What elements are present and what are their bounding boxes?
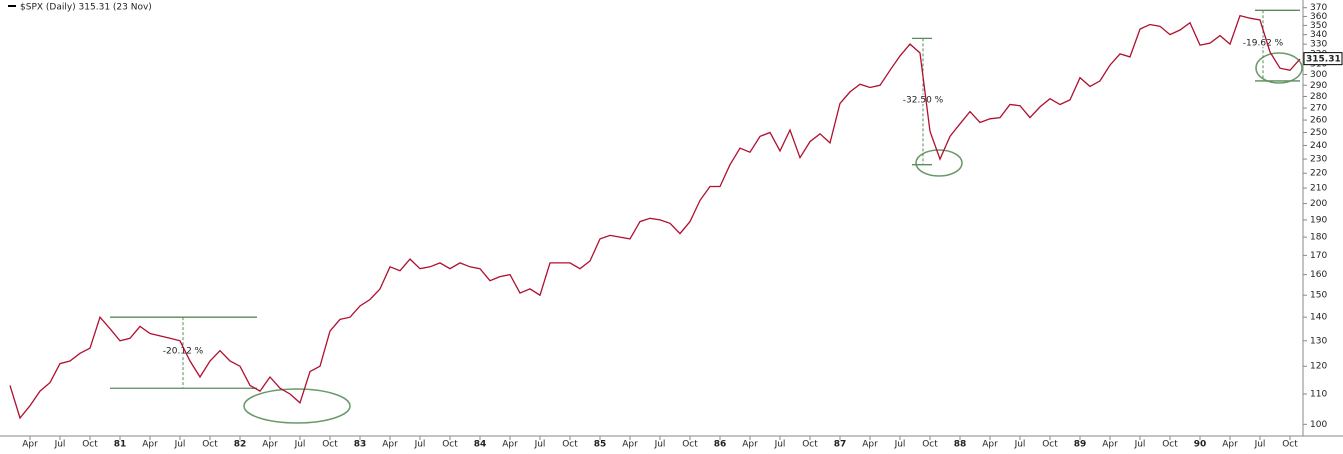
x-tick-label: Jul: [54, 440, 66, 450]
x-tick-label: Jul: [1014, 440, 1026, 450]
x-tick-label: Oct: [82, 440, 98, 450]
x-tick-label: Apr: [982, 440, 998, 450]
x-tick-label: Apr: [142, 440, 158, 450]
x-tick-label: Jul: [174, 440, 186, 450]
x-tick-label: Apr: [262, 440, 278, 450]
x-tick-label: 81: [114, 440, 127, 450]
x-tick-label: 88: [954, 440, 967, 450]
x-tick-label: Apr: [382, 440, 398, 450]
x-tick-label: 89: [1074, 440, 1087, 450]
y-tick-label: 230: [1310, 155, 1327, 165]
y-tick-label: 290: [1310, 81, 1327, 91]
x-tick-label: Apr: [502, 440, 518, 450]
last-value-label: 315.31: [1306, 55, 1341, 65]
x-tick-label: Oct: [562, 440, 578, 450]
x-tick-label: Oct: [322, 440, 338, 450]
x-tick-label: Oct: [1042, 440, 1058, 450]
x-tick-label: Oct: [202, 440, 218, 450]
annotation: -19.62 %: [1243, 39, 1284, 49]
y-tick-label: 270: [1310, 104, 1327, 114]
y-tick-label: 250: [1310, 128, 1327, 138]
y-tick-label: 130: [1310, 336, 1327, 346]
x-tick-label: Apr: [22, 440, 38, 450]
y-tick-label: 340: [1310, 30, 1327, 40]
x-tick-label: Oct: [442, 440, 458, 450]
annotation: -20.12 %: [163, 347, 204, 357]
y-tick-label: 240: [1310, 141, 1327, 151]
y-tick-label: 180: [1310, 233, 1327, 243]
y-tick-label: 360: [1310, 12, 1327, 22]
x-tick-label: Jul: [534, 440, 546, 450]
x-tick-label: 86: [714, 440, 727, 450]
y-tick-label: 170: [1310, 251, 1327, 261]
x-tick-label: Jul: [774, 440, 786, 450]
x-tick-label: Apr: [742, 440, 758, 450]
x-tick-label: Apr: [862, 440, 878, 450]
x-tick-label: Jul: [414, 440, 426, 450]
x-tick-label: 84: [474, 440, 487, 450]
highlight-ellipse: [243, 388, 351, 424]
y-tick-label: 210: [1310, 184, 1327, 194]
price-line: [9, 14, 1301, 420]
y-tick-label: 350: [1310, 21, 1327, 31]
x-tick-label: Jul: [654, 440, 666, 450]
x-tick-label: Oct: [1162, 440, 1178, 450]
chart-title: $SPX (Daily) 315.31 (23 Nov): [20, 3, 152, 13]
x-tick-label: Oct: [1282, 440, 1298, 450]
y-tick-label: 370: [1310, 3, 1327, 13]
x-tick-label: 87: [834, 440, 847, 450]
y-tick-label: 330: [1310, 40, 1327, 50]
y-tick-label: 150: [1310, 291, 1327, 301]
y-tick-label: 300: [1310, 70, 1327, 80]
y-tick-label: 190: [1310, 215, 1327, 225]
highlight-ellipse: [1255, 52, 1303, 84]
last-value-box: [1303, 52, 1343, 66]
x-tick-label: Jul: [1134, 440, 1146, 450]
annotation: -32.50 %: [903, 96, 944, 106]
highlight-ellipse: [915, 149, 963, 177]
x-tick-label: Jul: [1254, 440, 1266, 450]
x-tick-label: 85: [594, 440, 607, 450]
x-tick-label: 90: [1194, 440, 1207, 450]
y-tick-label: 120: [1310, 362, 1327, 372]
x-tick-label: Apr: [1102, 440, 1118, 450]
y-tick-label: 200: [1310, 199, 1327, 209]
y-tick-label: 100: [1310, 420, 1327, 430]
y-tick-label: 160: [1310, 270, 1327, 280]
x-tick-label: Jul: [894, 440, 906, 450]
x-tick-label: Oct: [682, 440, 698, 450]
x-tick-label: Oct: [802, 440, 818, 450]
y-tick-label: 220: [1310, 169, 1327, 179]
x-tick-label: Apr: [622, 440, 638, 450]
y-tick-label: 110: [1310, 389, 1327, 399]
y-tick-label: 280: [1310, 92, 1327, 102]
y-tick-label: 140: [1310, 313, 1327, 323]
x-tick-label: Jul: [294, 440, 306, 450]
x-tick-label: Oct: [922, 440, 938, 450]
y-tick-label: 260: [1310, 116, 1327, 126]
x-tick-label: 83: [354, 440, 367, 450]
x-tick-label: Apr: [1222, 440, 1238, 450]
x-tick-label: 82: [234, 440, 247, 450]
